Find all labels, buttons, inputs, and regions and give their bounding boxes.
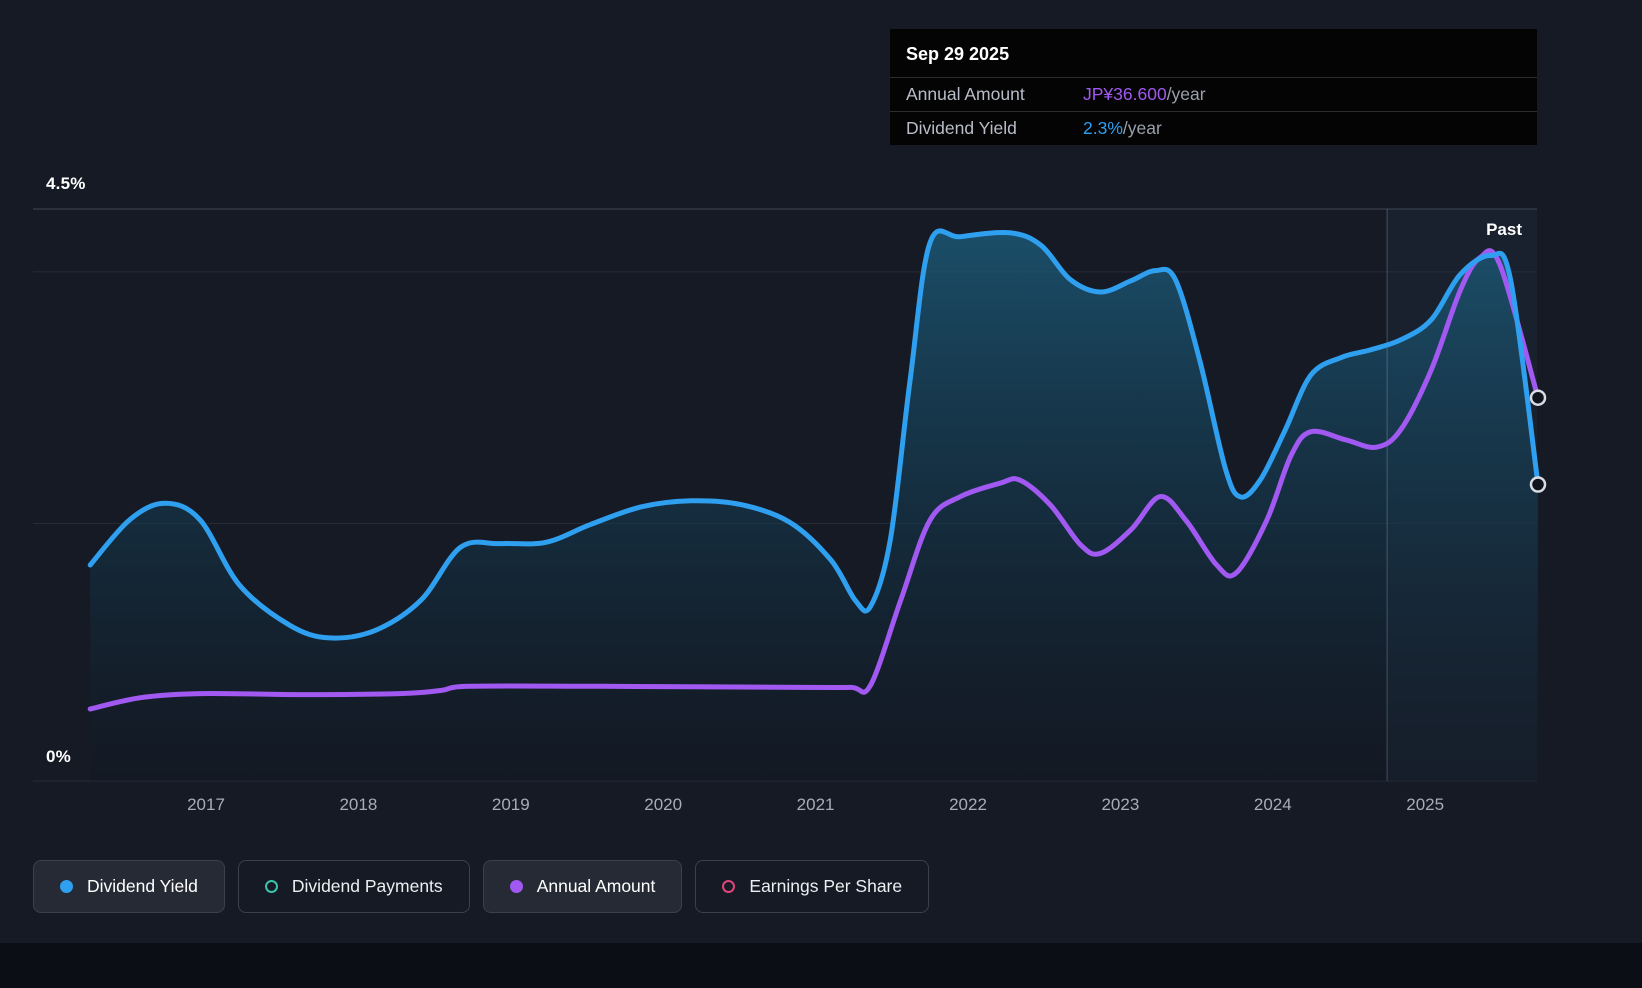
x-axis-label-2024: 2024 <box>1253 795 1292 814</box>
x-axis-label-2023: 2023 <box>1101 795 1140 814</box>
x-axis-label-2020: 2020 <box>644 795 683 814</box>
x-axis-label-2021: 2021 <box>796 795 835 814</box>
tooltip-label-dividend-yield: Dividend Yield <box>906 118 1017 138</box>
legend-item-dividend-payments[interactable]: Dividend Payments <box>237 860 470 913</box>
y-axis-top-label: 4.5% <box>46 174 86 193</box>
legend-item-annual-amount[interactable]: Annual Amount <box>482 860 683 913</box>
x-axis-labels: 2017 2018 2019 2020 2021 2022 2023 2024 2025 <box>0 795 1642 819</box>
chart-tooltip: Sep 29 2025 Annual Amount JP¥36.600/year… <box>890 29 1537 145</box>
legend-item-dividend-yield[interactable]: Dividend Yield <box>33 860 225 913</box>
past-label: Past <box>1486 220 1522 239</box>
chart-legend: Dividend Yield Dividend Payments Annual Am… <box>33 860 930 913</box>
tooltip-date: Sep 29 2025 <box>906 44 1010 64</box>
tooltip-label-annual-amount: Annual Amount <box>906 84 1025 104</box>
annual-amount-end-marker <box>1529 389 1547 406</box>
y-axis-bottom-label: 0% <box>46 747 71 766</box>
tooltip-row-annual-amount: Annual Amount JP¥36.600/year <box>890 77 1537 111</box>
dividend-yield-end-marker <box>1529 476 1547 493</box>
annual-amount-line <box>87 248 1541 712</box>
x-axis-label-2017: 2017 <box>187 795 225 814</box>
dividend-yield-area <box>90 230 1539 781</box>
x-axis-label-2018: 2018 <box>339 795 378 814</box>
legend-label-annual-amount: Annual Amount <box>536 876 656 896</box>
x-axis-label-2022: 2022 <box>949 795 987 814</box>
tooltip-value-annual-amount: JP¥36.600/year <box>1083 84 1206 104</box>
x-axis-label-2019: 2019 <box>491 795 530 814</box>
tooltip-value-dividend-yield: 2.3%/year <box>1083 118 1162 138</box>
footer-band <box>0 943 1642 988</box>
legend-item-earnings-per-share[interactable]: Earnings Per Share <box>695 860 930 913</box>
x-axis-label-2025: 2025 <box>1406 795 1445 814</box>
earnings-per-share-ring-icon <box>722 880 736 893</box>
tooltip-row-dividend-yield: Dividend Yield 2.3%/year <box>890 111 1537 145</box>
annual-amount-dot-icon <box>509 880 523 893</box>
legend-label-dividend-yield: Dividend Yield <box>87 876 198 896</box>
dividend-payments-ring-icon <box>264 880 278 893</box>
legend-label-earnings-per-share: Earnings Per Share <box>749 876 903 896</box>
dividend-yield-line <box>87 228 1541 641</box>
dividend-yield-dot-icon <box>60 880 73 893</box>
legend-label-dividend-payments: Dividend Payments <box>291 876 443 896</box>
